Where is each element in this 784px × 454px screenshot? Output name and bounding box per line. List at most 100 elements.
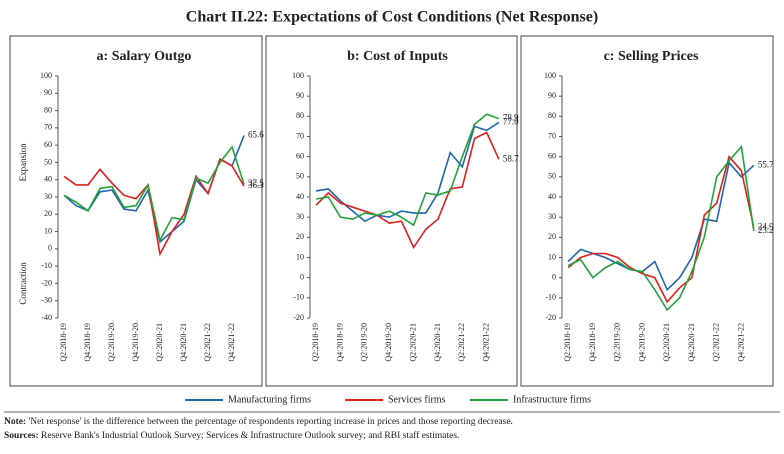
y-tick-label: 90 [548, 91, 556, 100]
x-tick-label: Q4:2018-19 [335, 323, 344, 362]
series-line [567, 160, 755, 292]
x-tick-label: Q4:2019-20 [384, 323, 393, 362]
y-tick-label: 20 [296, 232, 304, 241]
x-tick-label: Q2:2019-20 [613, 323, 622, 362]
y-tick-label: -30 [41, 296, 52, 305]
panel-title: a: Salary Outgo [97, 49, 192, 64]
y-tick-label: -20 [545, 313, 556, 322]
value-label: 58.7 [503, 153, 519, 163]
y-tick-label: 90 [44, 88, 52, 97]
series-line [63, 135, 245, 244]
y-tick-label: 50 [44, 157, 52, 166]
y-tick-label: 70 [44, 123, 52, 132]
y-tick-label: -20 [293, 313, 304, 322]
y-tick-label: 10 [44, 226, 52, 235]
note-text: 'Net response' is the difference between… [26, 416, 513, 427]
y-tick-label: 20 [548, 232, 556, 241]
note: Note: 'Net response' is the difference b… [4, 416, 513, 427]
value-label: 65.6 [248, 130, 264, 140]
value-label: 78.9 [503, 113, 519, 123]
sources-label: Sources: [4, 431, 39, 441]
x-tick-label: Q4:2020-21 [433, 323, 442, 362]
value-label: 77.0 [503, 116, 519, 126]
y-tick-label: 10 [296, 252, 304, 261]
y-tick-label: 80 [296, 111, 304, 120]
series-line [63, 145, 245, 243]
y-tick-label: 70 [548, 131, 556, 140]
x-tick-label: Q2:2021-22 [712, 323, 721, 362]
x-tick-label: Q4:2021-22 [227, 323, 236, 362]
y-tick-label: -10 [293, 293, 304, 302]
y-tick-label: 0 [300, 272, 304, 281]
y-axis-label: Contraction [18, 262, 28, 305]
series-line [315, 131, 500, 250]
y-tick-label: 50 [296, 172, 304, 181]
y-tick-label: 90 [296, 91, 304, 100]
y-tick-label: 40 [548, 192, 556, 201]
x-tick-label: Q2:2021-22 [457, 323, 466, 362]
x-tick-label: Q2:2020-21 [662, 323, 671, 362]
x-tick-label: Q2:2018-19 [311, 323, 320, 362]
y-tick-label: 40 [44, 175, 52, 184]
y-tick-label: 100 [40, 71, 52, 80]
y-tick-label: 100 [292, 71, 304, 80]
panel-title: b: Cost of Inputs [347, 49, 448, 64]
x-tick-label: Q4:2020-21 [687, 323, 696, 362]
chart-title: Chart II.22: Expectations of Cost Condit… [186, 9, 598, 26]
x-tick-label: Q2:2021-22 [203, 323, 212, 362]
y-tick-label: -40 [41, 313, 52, 322]
series-line [315, 121, 500, 223]
panel-frame [9, 35, 263, 387]
x-tick-label: Q4:2019-20 [637, 323, 646, 362]
y-tick-label: 30 [296, 212, 304, 221]
y-tick-label: -20 [41, 278, 52, 287]
x-tick-label: Q2:2020-21 [408, 323, 417, 362]
note-label: Note: [4, 417, 26, 427]
series-line [567, 155, 755, 304]
x-tick-label: Q4:2021-22 [482, 323, 491, 362]
y-tick-label: 50 [548, 172, 556, 181]
sources: Sources: Reserve Bank's Industrial Outlo… [4, 430, 459, 441]
series-line [567, 144, 755, 312]
y-tick-label: 40 [296, 192, 304, 201]
x-tick-label: Q2:2018-19 [59, 323, 68, 362]
value-label: 55.7 [758, 159, 774, 169]
series-line [315, 113, 500, 227]
panel-title: c: Selling Prices [604, 49, 699, 64]
y-tick-label: 0 [552, 272, 556, 281]
y-tick-label: 30 [548, 212, 556, 221]
x-tick-label: Q4:2020-21 [179, 323, 188, 362]
y-tick-label: 80 [44, 105, 52, 114]
x-tick-label: Q4:2018-19 [588, 323, 597, 362]
y-axis-label: Expansion [18, 143, 28, 181]
y-tick-label: 60 [44, 140, 52, 149]
series-line [63, 157, 245, 257]
x-tick-label: Q4:2021-22 [736, 323, 745, 362]
x-tick-label: Q4:2019-20 [131, 323, 140, 362]
y-tick-label: -10 [545, 293, 556, 302]
value-label: 36.3 [248, 180, 264, 190]
value-label: 24.9 [758, 222, 774, 232]
x-tick-label: Q2:2019-20 [360, 323, 369, 362]
legend-label: Services firms [388, 394, 446, 405]
y-tick-label: 70 [296, 131, 304, 140]
panel-frame [265, 35, 518, 387]
x-tick-label: Q2:2020-21 [155, 323, 164, 362]
panel-frame [520, 35, 774, 387]
y-tick-label: 80 [548, 111, 556, 120]
y-tick-label: 60 [296, 151, 304, 160]
legend-label: Infrastructure firms [513, 394, 591, 405]
sources-text: Reserve Bank's Industrial Outlook Survey… [39, 430, 460, 441]
y-tick-label: 100 [544, 71, 556, 80]
y-tick-label: 30 [44, 192, 52, 201]
x-tick-label: Q2:2019-20 [107, 323, 116, 362]
y-tick-label: 0 [48, 244, 52, 253]
y-tick-label: -10 [41, 261, 52, 270]
x-tick-label: Q2:2018-19 [563, 323, 572, 362]
y-tick-label: 10 [548, 252, 556, 261]
y-tick-label: 60 [548, 151, 556, 160]
x-tick-label: Q4:2018-19 [83, 323, 92, 362]
y-tick-label: 20 [44, 209, 52, 218]
legend-label: Manufacturing firms [228, 394, 311, 405]
